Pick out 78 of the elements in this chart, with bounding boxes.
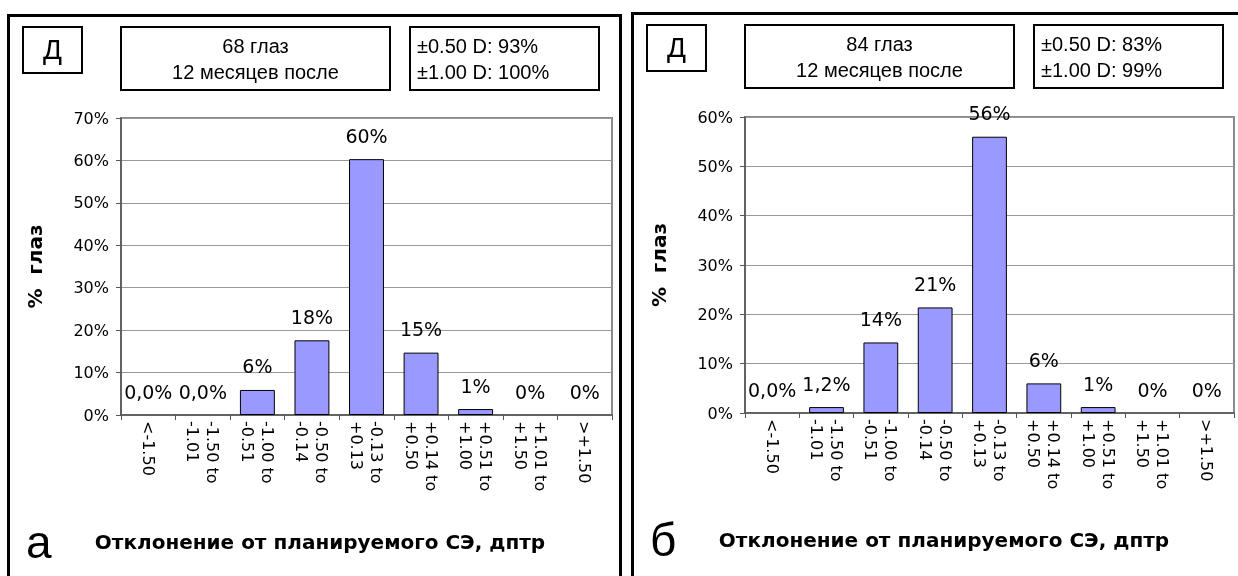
text-frame: 84 глаз 12 месяцев после bbox=[744, 24, 1015, 89]
chart-title: 68 глаз bbox=[222, 33, 289, 59]
y-tick-label: 40% bbox=[697, 206, 733, 226]
x-tick-label: -1.50 to -1.01 bbox=[183, 421, 223, 489]
y-tick-label: 60% bbox=[697, 107, 733, 127]
data-label: 18% bbox=[290, 305, 334, 328]
y-tick-label: 10% bbox=[697, 354, 733, 374]
bar bbox=[294, 340, 330, 415]
x-tick-label: +0.14 to +0.50 bbox=[1024, 419, 1064, 495]
y-tick-label: 10% bbox=[73, 363, 109, 383]
data-label: 15% bbox=[399, 318, 443, 341]
x-tick-label: -1.00 to -0.51 bbox=[237, 421, 277, 489]
y-tick-label: 0% bbox=[83, 405, 109, 425]
y-axis-title: % глаз bbox=[23, 224, 47, 309]
y-axis-title: % глаз bbox=[647, 222, 671, 308]
data-label: 6% bbox=[1028, 348, 1059, 371]
chart-title: 84 глаз bbox=[846, 31, 913, 57]
x-tick-label: -0.13 to +0.13 bbox=[347, 421, 386, 489]
data-label: 0% bbox=[1191, 378, 1222, 401]
data-label: 1% bbox=[1083, 372, 1114, 395]
bar bbox=[403, 352, 439, 415]
bar bbox=[1026, 383, 1062, 413]
x-tick-label: +0.51 to +1.00 bbox=[456, 421, 496, 497]
text-frame: Д bbox=[22, 26, 83, 74]
x-axis-title: Отклонение от планируемого СЭ, дптр bbox=[94, 530, 546, 554]
y-tick-label: 20% bbox=[697, 304, 733, 324]
data-label: 0,0% bbox=[748, 378, 797, 401]
y-tick-label: 50% bbox=[73, 193, 109, 213]
bar bbox=[917, 307, 953, 413]
data-label: 1% bbox=[460, 374, 491, 397]
data-label: 0% bbox=[569, 380, 600, 403]
y-tick-label: 30% bbox=[73, 278, 109, 298]
text-frame: Д bbox=[646, 24, 707, 72]
text: а bbox=[26, 516, 52, 568]
data-label: 0,0% bbox=[178, 380, 227, 403]
y-tick-label: 50% bbox=[697, 156, 733, 176]
x-tick-label: +0.51 to +1.00 bbox=[1078, 419, 1118, 495]
text-frame: ±0.50 D: 83% ±1.00 D: 99% bbox=[1033, 24, 1224, 89]
chart-subtitle: 12 месяцев после bbox=[172, 59, 339, 85]
data-label: 6% bbox=[242, 355, 273, 378]
y-tick-label: 0% bbox=[707, 403, 733, 423]
data-label: 1,2% bbox=[802, 372, 851, 395]
bar bbox=[239, 389, 275, 415]
data-label: 60% bbox=[345, 124, 388, 147]
y-tick-label: 20% bbox=[73, 320, 109, 340]
x-tick-label: -0.50 to -0.14 bbox=[292, 421, 332, 489]
text-frame: ±0.50 D: 93% ±1.00 D: 100% bbox=[409, 26, 600, 91]
x-tick-label: -0.13 to +0.13 bbox=[970, 419, 1009, 487]
chart-subtitle: 12 месяцев после bbox=[796, 57, 963, 83]
y-tick-label: 60% bbox=[73, 150, 109, 170]
text: б bbox=[650, 514, 677, 566]
x-axis-title: Отклонение от планируемого СЭ, дптр bbox=[718, 528, 1170, 552]
data-label: 56% bbox=[968, 102, 1011, 125]
data-label: 0% bbox=[1137, 378, 1168, 401]
x-tick-label: >+1.50 bbox=[575, 421, 595, 484]
bar bbox=[1080, 407, 1116, 413]
x-tick-label: <-1.50 bbox=[762, 419, 782, 474]
bar bbox=[972, 136, 1007, 413]
data-label: 21% bbox=[914, 272, 957, 295]
y-tick-label: 70% bbox=[73, 108, 109, 128]
data-label: 0,0% bbox=[124, 380, 173, 403]
x-tick-label: -0.50 to -0.14 bbox=[915, 419, 955, 487]
x-tick-label: +1.01 to +1.50 bbox=[510, 421, 550, 497]
data-label: 0% bbox=[515, 380, 546, 403]
x-tick-label: -1.50 to -1.01 bbox=[807, 419, 846, 487]
bar bbox=[349, 159, 384, 415]
data-label: 14% bbox=[859, 307, 902, 330]
y-tick-label: 40% bbox=[73, 235, 109, 255]
bar bbox=[458, 409, 494, 415]
x-tick-label: -1.00 to -0.51 bbox=[861, 419, 901, 487]
x-tick-label: >+1.50 bbox=[1197, 419, 1217, 482]
x-tick-label: +0.14 to +0.50 bbox=[401, 421, 441, 497]
x-tick-label: <-1.50 bbox=[138, 421, 158, 476]
y-tick-label: 30% bbox=[697, 255, 733, 275]
bar bbox=[863, 342, 899, 413]
bar bbox=[809, 407, 844, 413]
text-frame: 68 глаз 12 месяцев после bbox=[120, 26, 391, 91]
x-tick-label: +1.01 to +1.50 bbox=[1133, 419, 1172, 495]
